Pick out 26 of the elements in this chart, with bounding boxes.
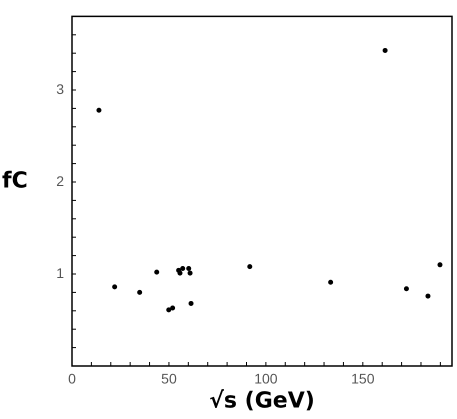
point (180, 266, 186, 271)
point (137, 290, 142, 295)
x-tick-label: 0 (68, 370, 76, 386)
point (96, 108, 102, 113)
x-tick-label: 50 (161, 370, 177, 386)
point (247, 264, 252, 270)
x-tick-label: 150 (351, 370, 375, 386)
point (188, 270, 193, 276)
point (425, 294, 430, 299)
point (186, 266, 192, 271)
point (177, 270, 182, 276)
y-tick-label: 1 (56, 264, 64, 281)
x-axis-title: √s (GeV) (209, 388, 315, 414)
y-tick-label: 3 (56, 80, 64, 97)
point (437, 262, 442, 268)
point (112, 284, 118, 290)
point (382, 48, 388, 53)
y-tick-label: 2 (56, 172, 64, 189)
point (404, 286, 409, 292)
point (328, 280, 334, 285)
point (188, 300, 194, 306)
point (154, 270, 160, 275)
point (166, 307, 172, 312)
point (170, 306, 176, 311)
x-tick-label: 100 (254, 370, 278, 386)
y-axis-title: fC (2, 168, 28, 194)
